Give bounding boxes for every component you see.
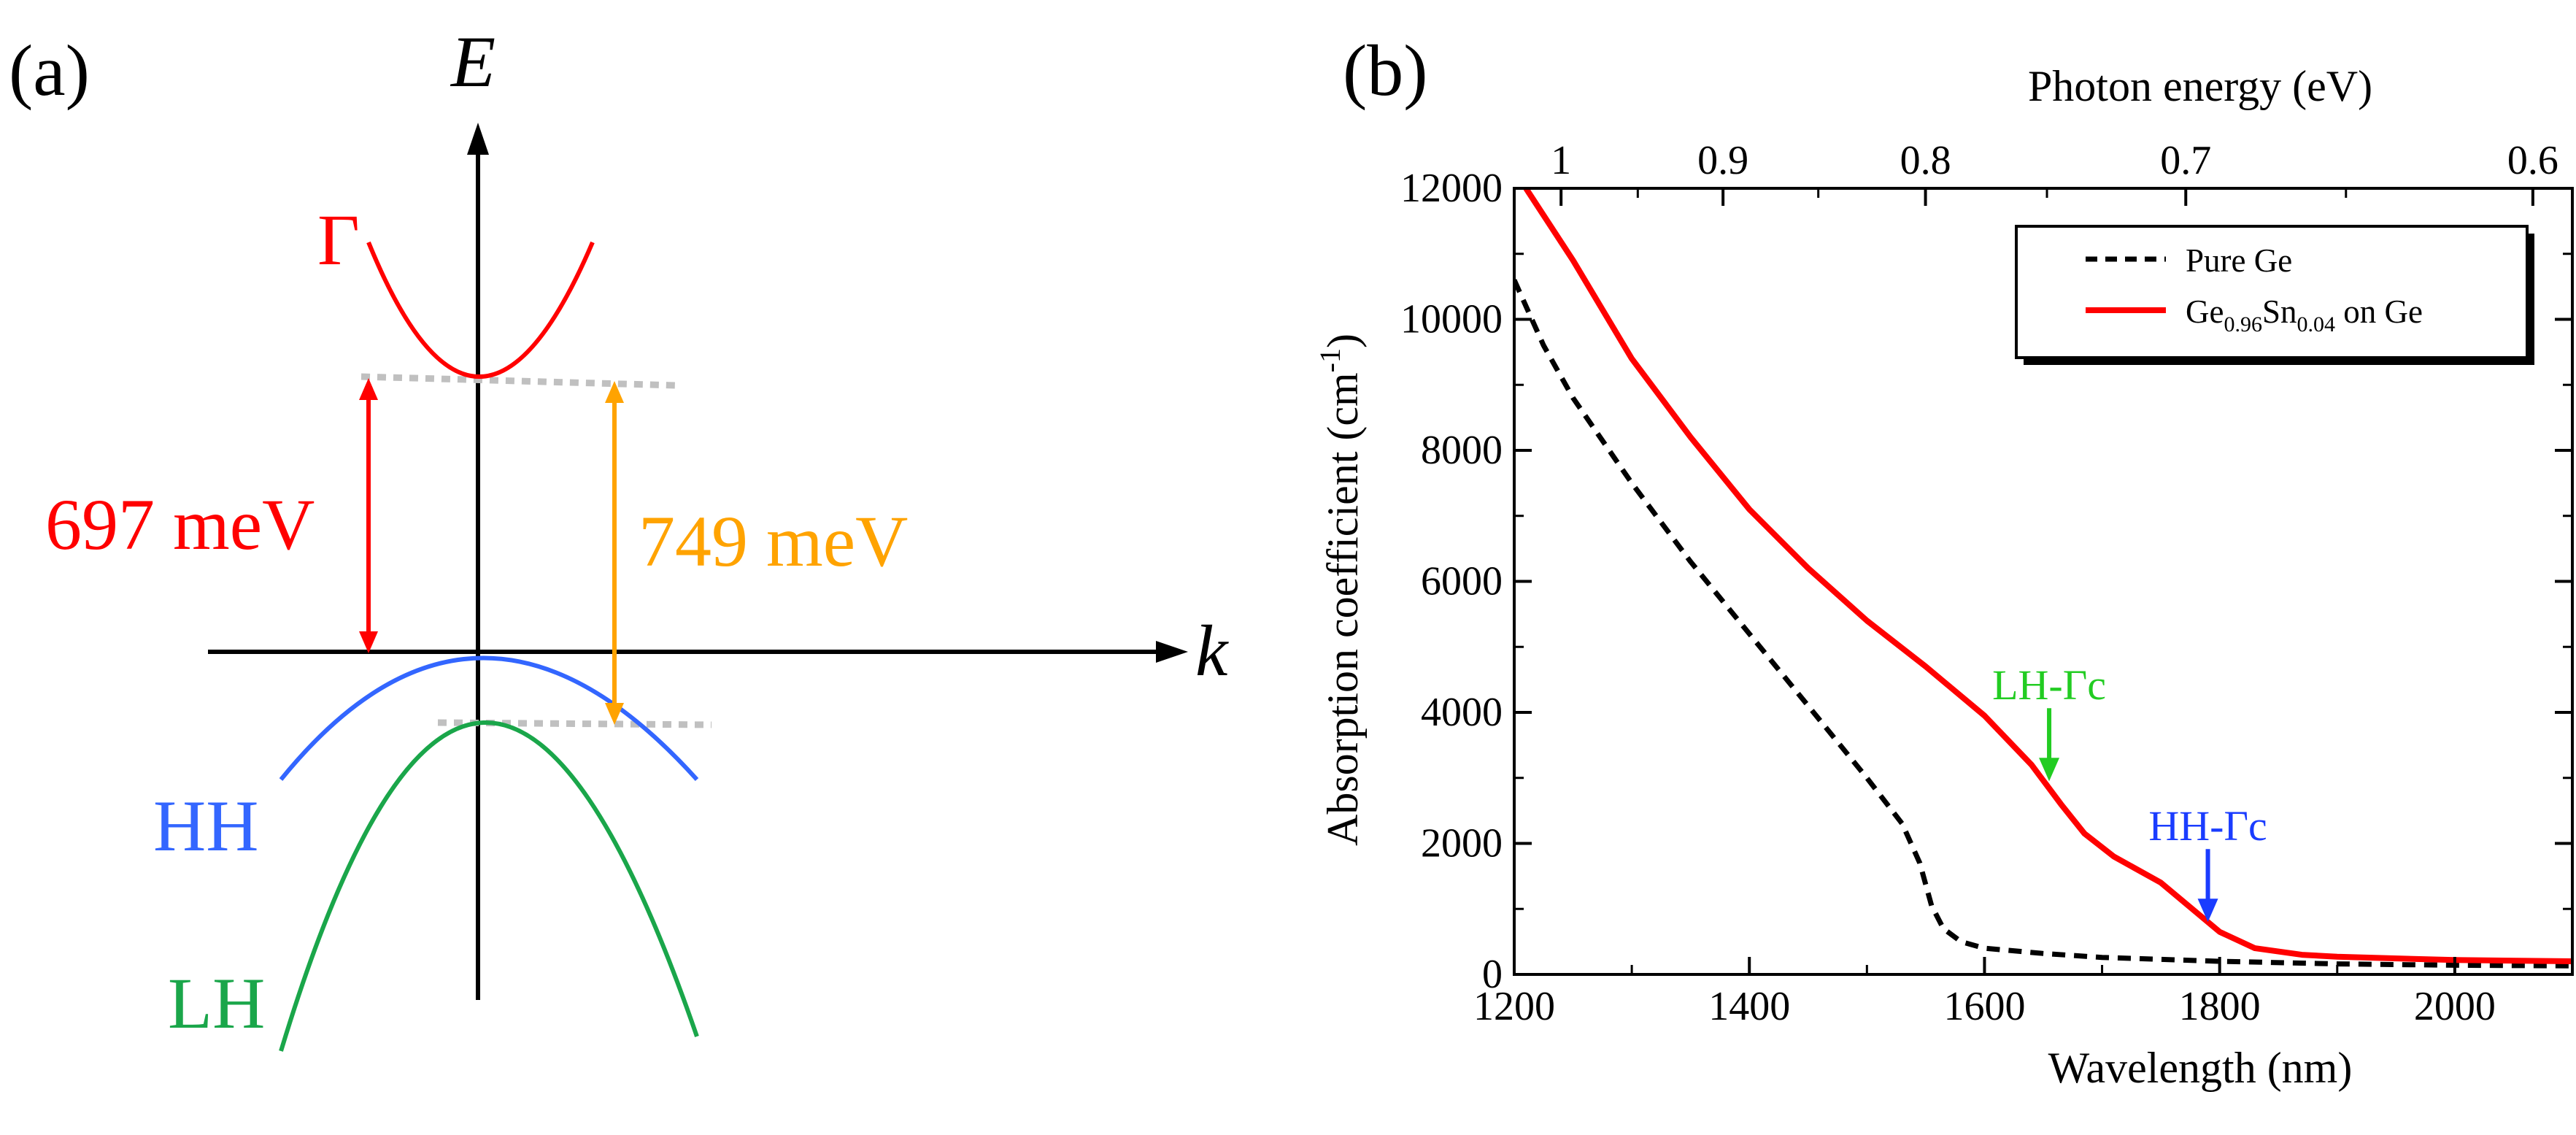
y-tick-label: 0 [1482, 952, 1503, 997]
hh-gap-arrowhead-bottom [359, 631, 378, 653]
top-tick-label: 0.8 [1900, 138, 1951, 183]
lh-gamma-c-label: LH-Γc [1992, 661, 2106, 709]
y-tick-label: 2000 [1421, 821, 1503, 866]
y-tick-label: 12000 [1400, 166, 1503, 211]
gamma-band-label: Γ [317, 199, 360, 280]
series-line-pure-ge [1514, 279, 2572, 969]
k-axis-label: k [1195, 610, 1229, 691]
lh-max-guide [437, 719, 712, 728]
lh-gamma-c-arrow-head [2039, 758, 2060, 782]
x-tick-label: 1800 [2179, 984, 2261, 1029]
x-tick-label: 1200 [1473, 984, 1555, 1029]
top-tick-label: 0.9 [1697, 138, 1748, 183]
hh-band-curve [279, 655, 699, 782]
legend-pure-ge-label: Pure Ge [2186, 242, 2292, 279]
top-tick-label: 1 [1551, 138, 1571, 183]
y-tick-label: 8000 [1421, 428, 1503, 473]
lh-gap-value: 749 meV [639, 501, 908, 582]
y-tick-label: 6000 [1421, 559, 1503, 604]
panel-b-label: (b) [1343, 30, 1428, 111]
top-tick-label: 0.7 [2160, 138, 2211, 183]
y-axis-title: Absorption coefficient (cm-1) [1314, 334, 1367, 846]
hh-gap-arrowhead-top [359, 378, 378, 400]
x-tick-label: 2000 [2414, 984, 2496, 1029]
gamma-band-curve [366, 241, 595, 379]
panel-a-label: (a) [9, 30, 90, 111]
x-tick-label: 1600 [1943, 984, 2025, 1029]
legend-gesn-label: Ge0.96Sn0.04 on Ge [2186, 293, 2423, 336]
y-tick-label: 4000 [1421, 690, 1503, 735]
panel-a: (a) E k Γ HH LH 697 meV 749 meV [9, 21, 1229, 1052]
k-axis-arrowhead [1156, 641, 1188, 663]
e-axis-arrowhead [467, 123, 489, 155]
lh-band-label: LH [168, 963, 265, 1044]
gamma-min-guide [360, 373, 676, 389]
hh-gap-value: 697 meV [45, 484, 315, 565]
lh-gap-arrowhead-bottom [605, 703, 624, 725]
legend: Pure Ge Ge0.96Sn0.04 on Ge [2015, 225, 2534, 365]
x-tick-label: 1400 [1708, 984, 1790, 1029]
x-axis-title: Wavelength (nm) [2048, 1044, 2353, 1092]
y-tick-label: 10000 [1400, 297, 1503, 342]
hh-gamma-c-label: HH-Γc [2148, 802, 2267, 850]
lh-band-curve [279, 720, 699, 1052]
hh-band-label: HH [153, 785, 258, 866]
top-tick-label: 0.6 [2507, 138, 2558, 183]
lh-gap-arrowhead-top [605, 381, 624, 403]
panel-b: (b) Wavelength (nm) Photon energy (eV) A… [1314, 30, 2574, 1092]
hh-gamma-c-arrow-head [2197, 899, 2218, 923]
top-axis-title: Photon energy (eV) [2028, 62, 2372, 110]
series-line-gesn [1523, 188, 2572, 964]
plot-area: 1200 1400 1600 1800 2000 0 2000 4000 6000 8000 100… [1400, 138, 2574, 1029]
legend-box [2015, 225, 2529, 359]
e-axis-label: E [450, 21, 495, 102]
